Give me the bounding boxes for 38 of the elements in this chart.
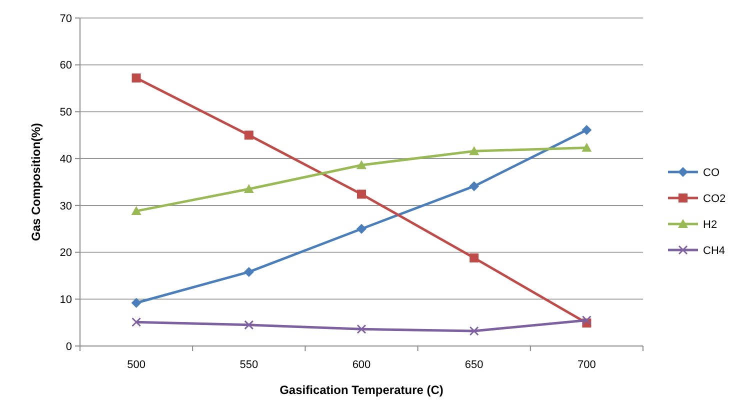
y-tick-label: 50 [60,106,72,119]
point [470,253,479,262]
y-axis-title: Gas Composition(%) [29,122,43,242]
legend-label: CH4 [703,244,726,257]
y-tick-label: 70 [60,12,72,25]
point [132,317,142,327]
legend-label: H2 [703,218,718,231]
y-tick-label: 30 [60,200,72,212]
y-tick-label: 60 [60,60,72,72]
point [582,142,592,152]
point [356,160,366,170]
y-tick-label: 40 [60,153,72,166]
x-tick-label: 550 [240,359,258,371]
y-tick-label: 20 [60,247,72,260]
point [131,206,142,216]
x-tick-label: 700 [578,359,596,371]
point [356,324,366,334]
point [244,266,254,277]
point [357,190,366,199]
y-tick-label: 10 [60,294,72,306]
point [132,73,141,82]
legend-label: CO [703,166,720,179]
legend-label: CO2 [703,192,726,205]
point [469,326,479,336]
point [469,181,480,192]
point [582,124,592,135]
point [244,184,254,194]
y-tick-label: 0 [66,340,72,353]
point [244,130,254,140]
point [356,224,366,234]
x-tick-label: 600 [352,359,371,371]
x-tick-label: 650 [464,359,484,371]
point [244,320,254,330]
point [469,146,480,156]
x-tick-label: 500 [127,359,146,371]
x-axis-title: Gasification Temperature (C) [280,383,444,397]
point [582,315,592,325]
point [131,298,142,308]
